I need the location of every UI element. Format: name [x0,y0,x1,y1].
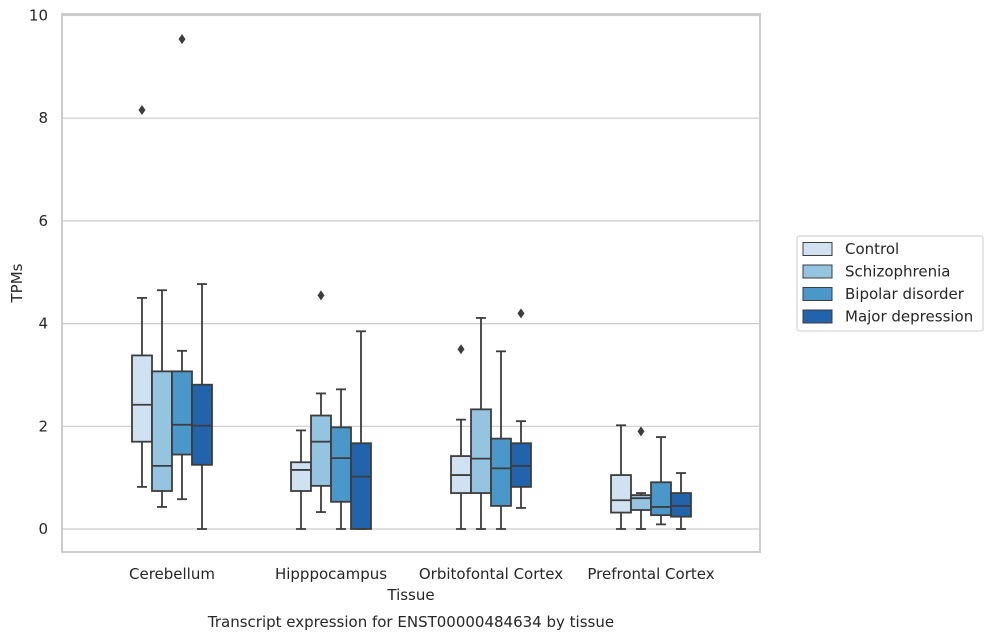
box-body [290,461,312,492]
outlier-point-0 [317,290,325,301]
box-body [330,426,352,503]
box-3-2 [510,308,532,509]
outlier-point-0 [637,426,645,437]
box-body [670,492,692,518]
box-1-2 [470,317,492,530]
boxes [131,34,692,530]
box-body [310,414,332,487]
y-tick-label-3: 6 [38,212,48,230]
box-1-1 [310,290,332,513]
box-1-3 [630,426,652,530]
y-tick-label-2: 4 [38,315,48,333]
legend-frame [796,235,984,332]
y-axis-label: TPMs [8,263,26,303]
y-tick-label-5: 10 [29,7,48,25]
box-3-0 [191,283,213,530]
legend-label-2: Bipolar disorder [845,285,965,303]
y-tick-labels: 0 2 4 6 8 10 [29,7,48,539]
box-body [171,370,193,456]
box-body [610,474,632,514]
chart-title: Transcript expression for ENST0000048463… [207,613,614,631]
box-body [191,383,213,466]
box-1-0 [151,289,173,508]
box-body [350,442,372,530]
y-tick-label-4: 8 [38,109,48,127]
y-tick-label-0: 0 [38,520,48,538]
legend-label-0: Control [845,240,899,258]
box-0-0 [131,104,153,488]
legend-swatch-1 [802,264,833,279]
box-body [470,408,492,494]
outlier-point-0 [457,344,465,355]
legend-swatch-2 [802,287,833,301]
box-0-2 [450,344,472,530]
x-tick-label-0: Cerebellum [129,565,215,583]
box-2-2 [490,350,512,530]
y-tick-label-1: 2 [38,417,48,435]
x-axis-label: Tissue [386,586,434,604]
outlier-point-0 [517,308,525,319]
outlier-point-0 [138,104,146,115]
box-body [490,437,512,507]
box-0-1 [290,429,312,530]
box-body [650,481,672,517]
legend-swatch-0 [802,242,833,256]
legend-swatch-3 [802,309,833,324]
plot-frame [61,13,761,553]
box-body [151,370,173,492]
box-3-3 [670,472,692,530]
box-2-0 [171,34,193,501]
outlier-point-0 [178,34,186,45]
legend: Control Schizophrenia Bipolar disorder Majo… [796,235,984,332]
box-0-3 [610,424,632,530]
x-tick-labels: Cerebellum Hipppocampus Orbitofontal Corte… [129,565,715,583]
legend-label-1: Schizophrenia [845,263,950,281]
box-2-3 [650,436,672,526]
box-body [131,354,153,443]
legend-label-3: Major depression [845,308,973,326]
x-tick-label-3: Prefrontal Cortex [587,565,714,583]
x-tick-label-2: Orbitofontal Cortex [419,565,563,583]
box-3-1 [350,330,372,530]
box-2-1 [330,388,352,530]
x-tick-label-1: Hipppocampus [275,565,387,583]
